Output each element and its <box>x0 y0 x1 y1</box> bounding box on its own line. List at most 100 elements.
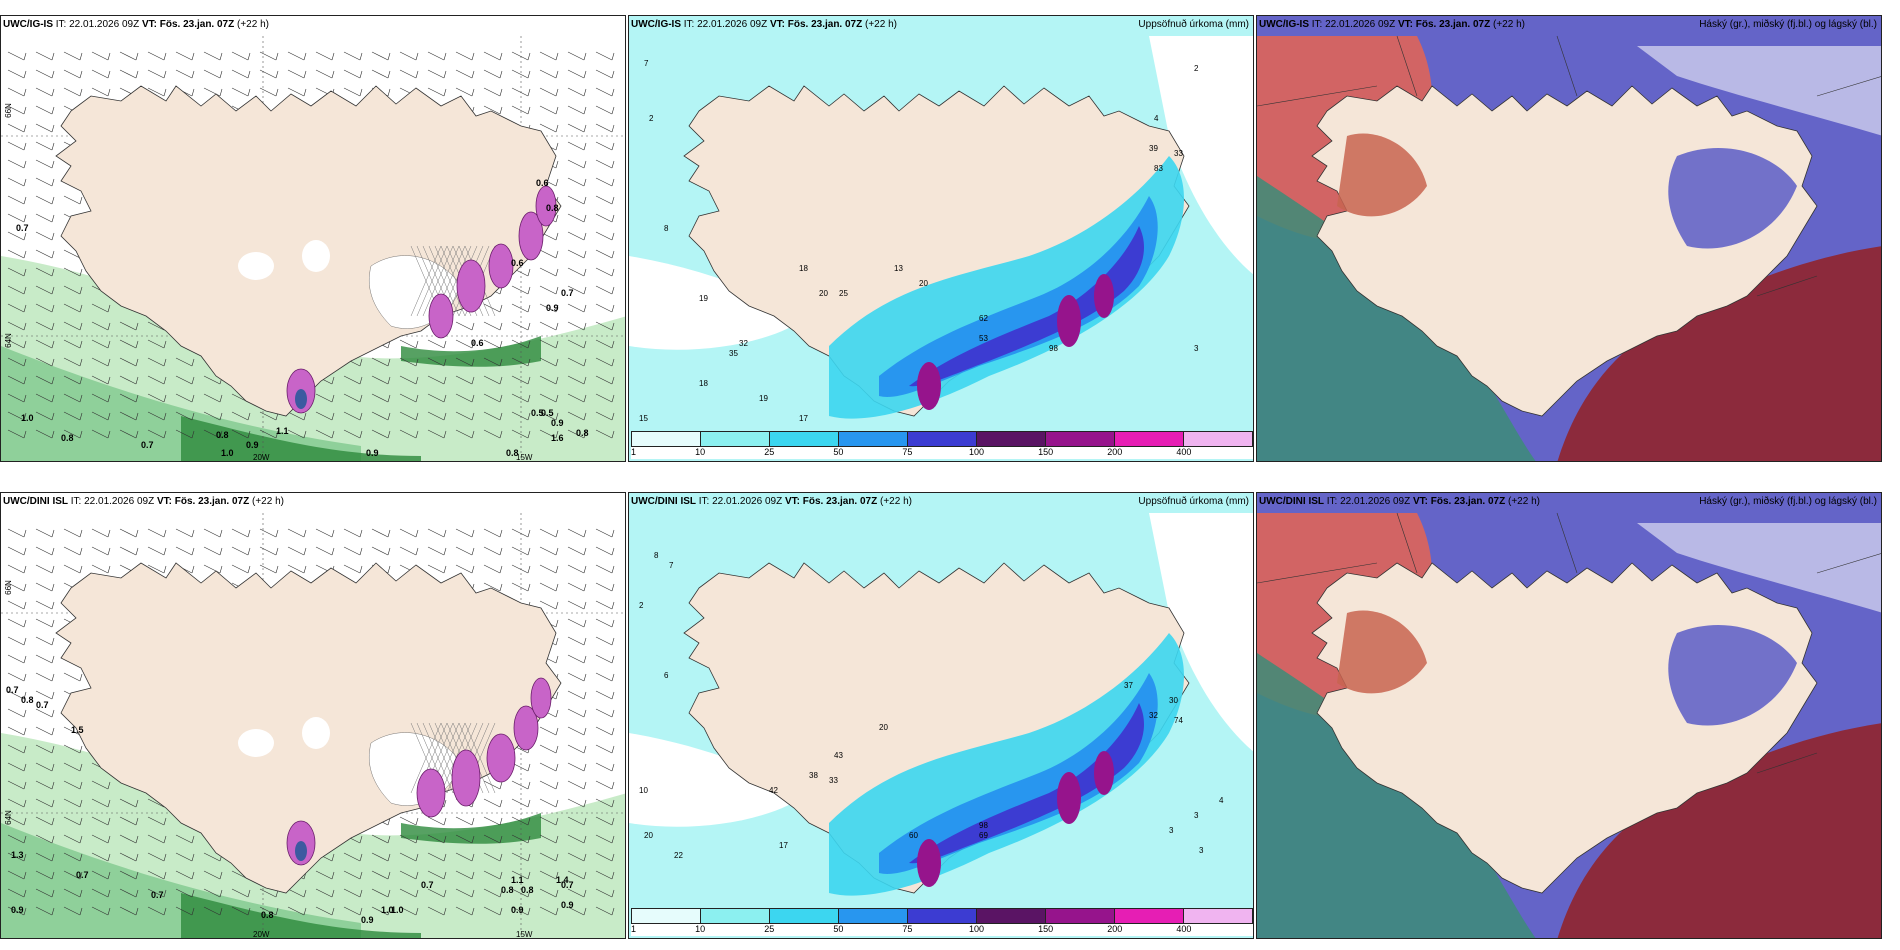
wind-barb <box>315 906 335 916</box>
clear-sky <box>1637 523 1881 613</box>
wind-barb <box>595 195 615 205</box>
wind-barb <box>343 393 363 403</box>
wind-speed-band-dark <box>181 416 421 461</box>
precip-value: 83 <box>1154 164 1163 173</box>
wind-barb <box>595 69 615 79</box>
precip-value: 13 <box>894 264 903 273</box>
glacier <box>302 717 330 749</box>
wind-barb <box>35 177 55 187</box>
precip-cell <box>513 705 539 751</box>
wind-barb <box>91 321 111 331</box>
wind-speed-value: 0.7 <box>151 890 164 900</box>
wind-speed-value: 1.6 <box>551 433 564 443</box>
wind-barb <box>567 303 587 313</box>
colorbar-swatch <box>1115 909 1184 923</box>
wind-barb <box>315 429 335 439</box>
wind-barb <box>7 726 27 736</box>
wind-barb <box>371 393 391 403</box>
wind-barb <box>7 177 27 187</box>
wind-barb <box>399 393 419 403</box>
wind-barb <box>427 69 447 79</box>
wind-barb <box>511 357 531 367</box>
wind-barb <box>35 852 55 862</box>
wind-barb <box>567 906 587 916</box>
wind-barb <box>483 303 503 313</box>
wind-barb <box>63 339 83 349</box>
wind-barb <box>147 51 167 61</box>
precip-value: 35 <box>729 349 738 358</box>
no-precip-region <box>629 256 809 350</box>
wind-barb <box>63 69 83 79</box>
valid-time: VT: Fös. 23.jan. 07Z <box>1397 19 1491 30</box>
wind-barb <box>119 870 139 880</box>
wind-barb <box>63 906 83 916</box>
wind-barb <box>567 834 587 844</box>
glacier <box>238 729 274 757</box>
precip-value: 4 <box>1219 796 1224 805</box>
wind-barb <box>231 429 251 439</box>
panel-header: UWC/DINI ISL IT: 22.01.2026 09Z VT: Fös.… <box>3 496 621 512</box>
precip-value: 53 <box>979 334 988 343</box>
wind-speed-value: 0.7 <box>141 440 154 450</box>
wind-speed-value: 0.8 <box>21 695 34 705</box>
wind-barb <box>427 852 447 862</box>
wind-barb <box>119 834 139 844</box>
precip-cell <box>535 185 557 227</box>
wind-barb <box>343 69 363 79</box>
wind-barb <box>119 51 139 61</box>
wind-barb <box>203 528 223 538</box>
init-time: IT: 22.01.2026 09Z <box>698 496 783 507</box>
wind-barb <box>7 564 27 574</box>
wind-barb <box>455 429 475 439</box>
wind-barb <box>7 582 27 592</box>
colorbar-tick-label: 100 <box>969 924 985 934</box>
boundary-line <box>1556 512 1578 574</box>
colorbar-swatch <box>701 909 770 923</box>
wind-barb <box>7 852 27 862</box>
wind-barb <box>539 267 559 277</box>
wind-barb <box>343 852 363 862</box>
wind-barb <box>595 870 615 880</box>
wind-barb <box>511 87 531 97</box>
wind-barb <box>567 654 587 664</box>
precip-value: 60 <box>909 831 918 840</box>
wind-barb <box>455 816 475 826</box>
wind-barb <box>483 546 503 556</box>
wind-barb <box>371 375 391 385</box>
precip-value: 3 <box>1199 846 1204 855</box>
wind-barb <box>427 528 447 538</box>
wind-speed-value: 0.9 <box>11 905 24 915</box>
wind-barb <box>259 69 279 79</box>
wind-barb <box>567 195 587 205</box>
wind-barb <box>595 339 615 349</box>
precip-value: 3 <box>1169 826 1174 835</box>
precip-value: 30 <box>1169 696 1178 705</box>
wind-barb <box>595 762 615 772</box>
precip-value: 37 <box>1124 681 1133 690</box>
wind-barb <box>483 429 503 439</box>
wind-barb <box>231 906 251 916</box>
wind-barb <box>567 564 587 574</box>
wind-barb <box>7 654 27 664</box>
colorbar-swatch <box>1115 432 1184 446</box>
wind-barb <box>63 744 83 754</box>
wind-barb <box>511 906 531 916</box>
precip-value: 17 <box>799 414 808 423</box>
wind-barb <box>455 546 475 556</box>
wind-barb <box>35 159 55 169</box>
wind-barb <box>343 87 363 97</box>
wind-barb <box>147 852 167 862</box>
wind-speed-value: 1.1 <box>511 875 524 885</box>
wind-barb <box>427 816 447 826</box>
wind-barb <box>483 888 503 898</box>
wind-barb <box>175 357 195 367</box>
wind-barb <box>511 888 531 898</box>
wind-barb <box>567 582 587 592</box>
colorbar-tick-label: 50 <box>833 924 844 934</box>
wind-barb <box>539 582 559 592</box>
colorbar-tick-label: 150 <box>1038 924 1054 934</box>
precip-value: 2 <box>639 601 644 610</box>
model-label: UWC/DINI ISL <box>3 496 68 507</box>
wind-barb <box>7 249 27 259</box>
